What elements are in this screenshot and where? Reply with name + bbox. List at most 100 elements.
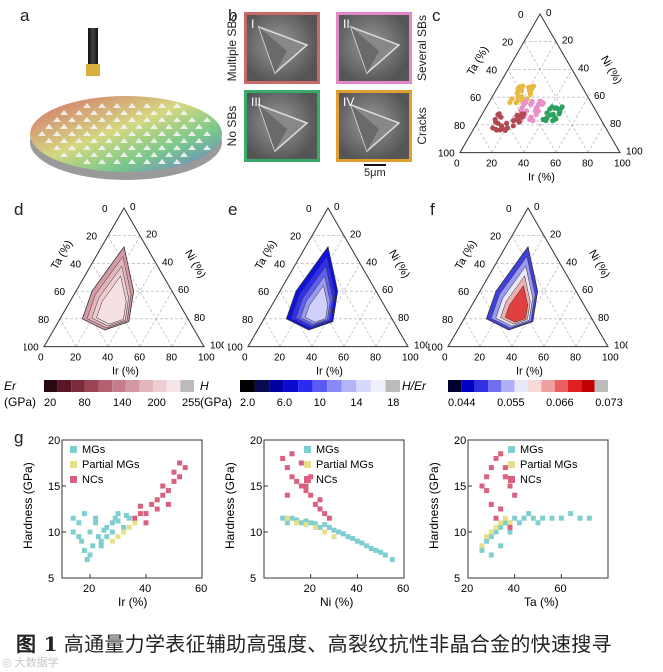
legend-swatch bbox=[508, 476, 515, 483]
indent-mark bbox=[120, 124, 128, 129]
tick-label: 20 bbox=[490, 232, 502, 243]
indent-mark bbox=[180, 138, 188, 143]
legend-label: Partial MGs bbox=[82, 459, 140, 471]
quadrant-side-label: Several SBs bbox=[415, 14, 429, 82]
tick-label: 20 bbox=[86, 232, 98, 243]
composition-point bbox=[529, 84, 535, 90]
legend-swatch bbox=[304, 461, 311, 468]
data-point bbox=[109, 538, 115, 544]
indent-mark bbox=[98, 145, 106, 150]
data-point bbox=[368, 546, 374, 552]
axis-label-ni: Ni (%) bbox=[182, 248, 208, 280]
indent-mark bbox=[158, 117, 166, 122]
data-point bbox=[498, 524, 504, 530]
legend-label: NCs bbox=[316, 474, 338, 486]
composition-point bbox=[503, 120, 510, 126]
indent-mark bbox=[180, 110, 188, 115]
data-point bbox=[303, 488, 309, 494]
data-point bbox=[484, 488, 490, 494]
composition-point bbox=[533, 111, 539, 118]
indent-mark bbox=[60, 152, 68, 157]
data-point bbox=[577, 515, 583, 521]
tick-label: 40 bbox=[306, 353, 318, 364]
colorbar-tick: 18 bbox=[387, 397, 399, 409]
indent-mark bbox=[135, 152, 143, 157]
data-point bbox=[502, 520, 508, 526]
tick-label: 60 bbox=[470, 93, 482, 104]
axis-label-ir: Ir (%) bbox=[112, 366, 139, 378]
indent-mark bbox=[60, 110, 68, 115]
composition-point bbox=[526, 116, 533, 123]
indent-mark bbox=[113, 103, 121, 108]
indent-mark bbox=[113, 145, 121, 150]
x-tick-label: 40 bbox=[139, 583, 151, 595]
data-point bbox=[171, 478, 177, 484]
composition-point bbox=[500, 126, 506, 132]
colorbar-swatch bbox=[84, 380, 99, 392]
colorbar-tick: 200 bbox=[148, 397, 166, 409]
data-point bbox=[512, 515, 518, 521]
indent-mark bbox=[143, 117, 151, 122]
colorbar-swatch bbox=[57, 380, 72, 392]
tick-label: 80 bbox=[442, 315, 454, 326]
indent-mark bbox=[195, 138, 203, 143]
indent-mark bbox=[165, 152, 173, 157]
indent-mark bbox=[45, 124, 53, 129]
indent-mark bbox=[128, 103, 136, 108]
y-axis-label: Hardness (GPa) bbox=[427, 462, 441, 549]
indent-mark bbox=[165, 138, 173, 143]
y-tick-label: 10 bbox=[48, 527, 60, 539]
indent-mark bbox=[83, 131, 91, 136]
data-point bbox=[516, 520, 522, 526]
tick-label: 100 bbox=[428, 343, 443, 354]
composition-point bbox=[514, 112, 520, 118]
legend-label: Partial MGs bbox=[520, 459, 578, 471]
tick-label: 40 bbox=[366, 257, 378, 268]
y-tick-label: 10 bbox=[250, 527, 262, 539]
tick-label: 40 bbox=[578, 63, 590, 74]
data-point bbox=[498, 451, 504, 457]
data-point bbox=[154, 497, 160, 503]
composition-point bbox=[519, 113, 526, 119]
wafer-illustration bbox=[30, 28, 222, 180]
tick-label: 0 bbox=[546, 8, 552, 19]
indent-mark bbox=[68, 117, 76, 122]
data-point bbox=[312, 501, 318, 507]
data-point bbox=[109, 520, 115, 526]
data-point bbox=[389, 557, 395, 563]
data-point bbox=[284, 465, 290, 471]
colorbar-swatch bbox=[448, 380, 462, 392]
data-point bbox=[284, 515, 290, 521]
colorbar-swatch bbox=[153, 380, 167, 392]
indent-mark bbox=[135, 138, 143, 143]
indent-mark bbox=[203, 117, 211, 122]
legend-label: MGs bbox=[82, 444, 106, 456]
indent-mark bbox=[165, 110, 173, 115]
data-point bbox=[98, 538, 104, 544]
indent-mark bbox=[128, 159, 136, 164]
data-point bbox=[93, 520, 99, 526]
colorbar-unit: (GPa) bbox=[200, 395, 232, 409]
data-point bbox=[345, 534, 351, 540]
data-point bbox=[294, 478, 300, 484]
indent-mark bbox=[150, 124, 158, 129]
colorbar-tick: 80 bbox=[79, 397, 91, 409]
tick-label: 20 bbox=[486, 159, 498, 170]
indent-mark bbox=[98, 159, 106, 164]
data-point bbox=[104, 524, 110, 530]
colorbar-swatch bbox=[594, 380, 608, 392]
figure-caption: 图 1 高通量力学表征辅助高强度、高裂纹抗性非晶合金的快速搜寻 bbox=[16, 628, 656, 657]
tick-label: 20 bbox=[502, 38, 514, 49]
data-point bbox=[507, 483, 513, 489]
data-point bbox=[93, 515, 99, 521]
data-point bbox=[484, 474, 490, 480]
indent-mark bbox=[113, 131, 121, 136]
data-point bbox=[512, 492, 518, 498]
tick-label: 100 bbox=[414, 341, 428, 352]
indent-mark bbox=[135, 124, 143, 129]
indent-mark bbox=[173, 145, 181, 150]
legend-label: MGs bbox=[316, 444, 340, 456]
